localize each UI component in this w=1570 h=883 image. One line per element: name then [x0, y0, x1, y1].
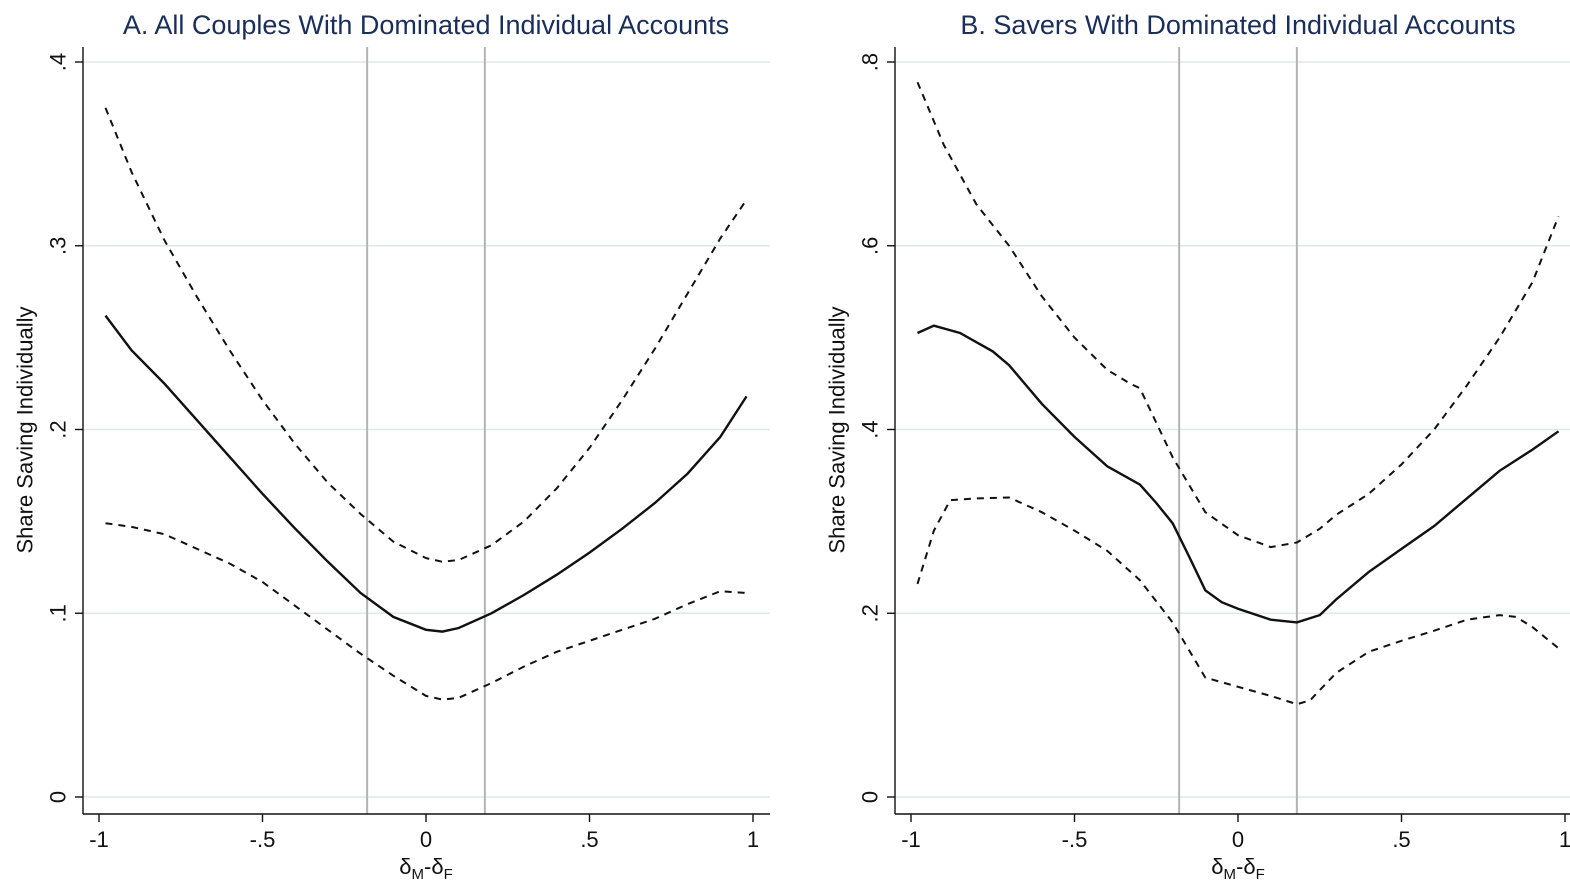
panel-a: 0 .1 .2 .3 .4 -1 -.5 0 .5 1 A. All Couples With Do…: [13, 10, 770, 883]
y-tick-label: .3: [46, 237, 71, 255]
y-tick-label: .8: [858, 53, 883, 71]
x-axis-label: δM-δF: [1211, 854, 1265, 883]
x-tick-label: 0: [1232, 827, 1244, 852]
x-tick-label: -.5: [250, 827, 276, 852]
x-tick-label: 1: [1559, 827, 1570, 852]
x-tick-label: 1: [747, 827, 759, 852]
series-line-lower-ci: [105, 522, 747, 701]
series-line-estimate: [104, 314, 748, 633]
y-tick-label: 0: [858, 791, 883, 803]
series-line-upper-ci: [916, 81, 1560, 549]
x-tick-label: .5: [580, 827, 598, 852]
series-line-upper-ci: [104, 107, 748, 563]
y-axis-label: Share Saving Individually: [13, 306, 38, 553]
x-tick-label: .5: [1392, 827, 1410, 852]
y-tick-label: .6: [858, 237, 883, 255]
y-tick-label: .1: [46, 604, 71, 622]
series-line-estimate: [917, 324, 1560, 624]
x-tick-label: -.5: [1062, 827, 1088, 852]
y-tick-label: 0: [46, 791, 71, 803]
series-line-lower-ci: [916, 496, 1560, 706]
y-tick-label: .2: [46, 420, 71, 438]
y-tick-label: .4: [858, 420, 883, 438]
y-tick-label: .2: [858, 604, 883, 622]
x-tick-label: -1: [89, 827, 109, 852]
y-axis-label: Share Saving Individually: [825, 306, 850, 553]
x-tick-label: -1: [901, 827, 921, 852]
panel-b: 0 .2 .4 .6 .8 -1 -.5 0 .5 1 B. Savers With Dominat…: [825, 10, 1570, 883]
y-tick-label: .4: [46, 53, 71, 71]
x-tick-label: 0: [420, 827, 432, 852]
x-axis-label: δM-δF: [399, 854, 453, 883]
chart-title: B. Savers With Dominated Individual Acco…: [960, 10, 1515, 40]
chart-title: A. All Couples With Dominated Individual…: [123, 10, 729, 40]
